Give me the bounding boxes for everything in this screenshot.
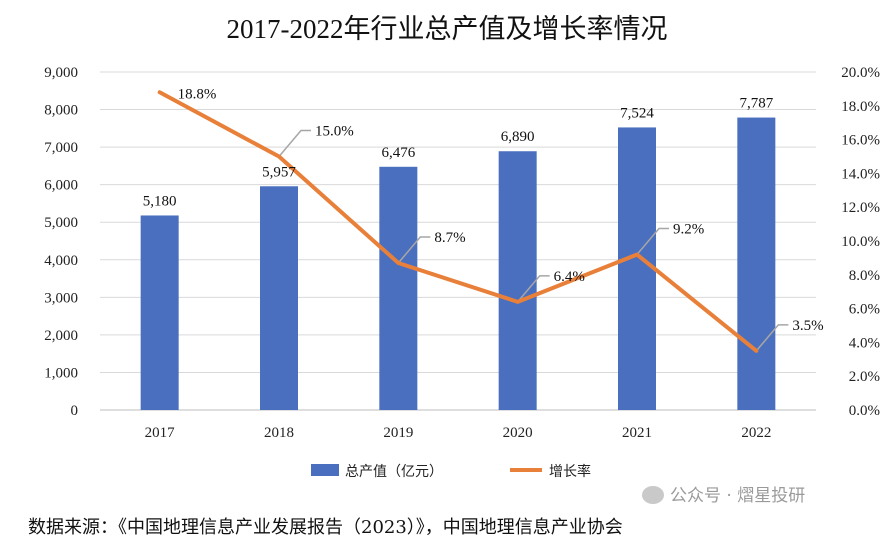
left-axis: 0 1,000 2,000 3,000 4,000 5,000 6,000 7,000 8,00…	[44, 65, 78, 419]
growth-value-label: 18.8%	[178, 86, 217, 102]
label-leader-lines	[278, 129, 789, 352]
growth-rate-line	[157, 90, 759, 353]
left-tick-label: 5,000	[44, 215, 78, 231]
bar-value-label: 7,787	[739, 96, 773, 112]
right-tick-label: 8.0%	[849, 268, 880, 284]
x-tick-label: 2022	[741, 425, 771, 441]
right-tick-label: 10.0%	[841, 234, 880, 250]
source-note: 数据来源：《中国地理信息产业发展报告（2023）》，中国地理信息产业协会	[28, 517, 623, 538]
right-axis: 0.0% 2.0% 4.0% 6.0% 8.0% 10.0% 12.0% 14.0% 16.0%…	[841, 65, 880, 419]
leader-line	[755, 324, 789, 352]
bar-value-label: 6,890	[501, 129, 535, 145]
bar	[140, 215, 179, 410]
x-tick-label: 2021	[622, 425, 652, 441]
growth-value-label: 8.7%	[434, 230, 465, 246]
right-tick-label: 12.0%	[841, 200, 880, 216]
right-tick-label: 18.0%	[841, 99, 880, 115]
right-tick-label: 4.0%	[849, 335, 880, 351]
leader-line	[278, 129, 311, 157]
right-tick-label: 2.0%	[849, 369, 880, 385]
bar	[618, 127, 656, 410]
left-tick-label: 0	[71, 403, 79, 419]
line-series	[157, 90, 759, 353]
left-tick-label: 1,000	[44, 365, 78, 381]
right-tick-label: 20.0%	[841, 65, 880, 81]
x-tick-label: 2017	[145, 425, 176, 441]
right-tick-label: 16.0%	[841, 133, 880, 149]
bar	[379, 166, 418, 410]
growth-value-label: 3.5%	[792, 318, 823, 334]
x-tick-label: 2019	[383, 425, 413, 441]
growth-value-label: 15.0%	[315, 124, 354, 140]
bar-value-label: 6,476	[381, 145, 415, 161]
right-tick-label: 6.0%	[849, 302, 880, 318]
left-tick-label: 7,000	[44, 140, 78, 156]
chart-title: 2017-2022年行业总产值及增长率情况	[227, 14, 668, 44]
left-tick-label: 6,000	[44, 178, 78, 194]
left-tick-label: 8,000	[44, 103, 78, 119]
leader-line	[636, 227, 669, 256]
line-data-labels: 18.8% 15.0% 8.7% 6.4% 9.2% 3.5%	[178, 86, 824, 334]
x-axis: 2017 2018 2019 2020 2021 2022	[145, 425, 772, 441]
right-tick-label: 14.0%	[841, 166, 880, 182]
bar-value-label: 5,180	[143, 193, 177, 209]
growth-value-label: 6.4%	[554, 269, 585, 285]
watermark: 公众号 · 熠星投研	[642, 481, 805, 506]
left-tick-label: 4,000	[44, 253, 78, 269]
legend-bar-label: 总产值（亿元）	[345, 464, 443, 480]
left-tick-label: 3,000	[44, 290, 78, 306]
bar	[498, 151, 537, 410]
leader-line	[517, 275, 550, 303]
bar-value-label: 5,957	[262, 164, 296, 180]
legend-line-label: 增长率	[549, 463, 591, 480]
bar-value-label: 7,524	[620, 105, 654, 121]
bar-series	[140, 117, 776, 411]
legend: 总产值（亿元） 增长率	[311, 463, 591, 480]
wechat-icon	[642, 486, 664, 504]
x-tick-label: 2020	[503, 425, 533, 441]
bar-data-labels: 5,180 5,957 6,476 6,890 7,524 7,787	[143, 96, 774, 210]
bar	[737, 117, 776, 411]
bar	[260, 186, 298, 410]
leader-line	[397, 236, 431, 264]
left-tick-label: 9,000	[44, 65, 78, 81]
growth-value-label: 9.2%	[673, 222, 704, 238]
right-tick-label: 0.0%	[849, 403, 880, 419]
watermark-text: 公众号 · 熠星投研	[670, 486, 806, 506]
gridlines	[100, 71, 816, 411]
legend-bar-swatch	[311, 464, 339, 476]
x-tick-label: 2018	[264, 425, 294, 441]
left-tick-label: 2,000	[44, 328, 78, 344]
